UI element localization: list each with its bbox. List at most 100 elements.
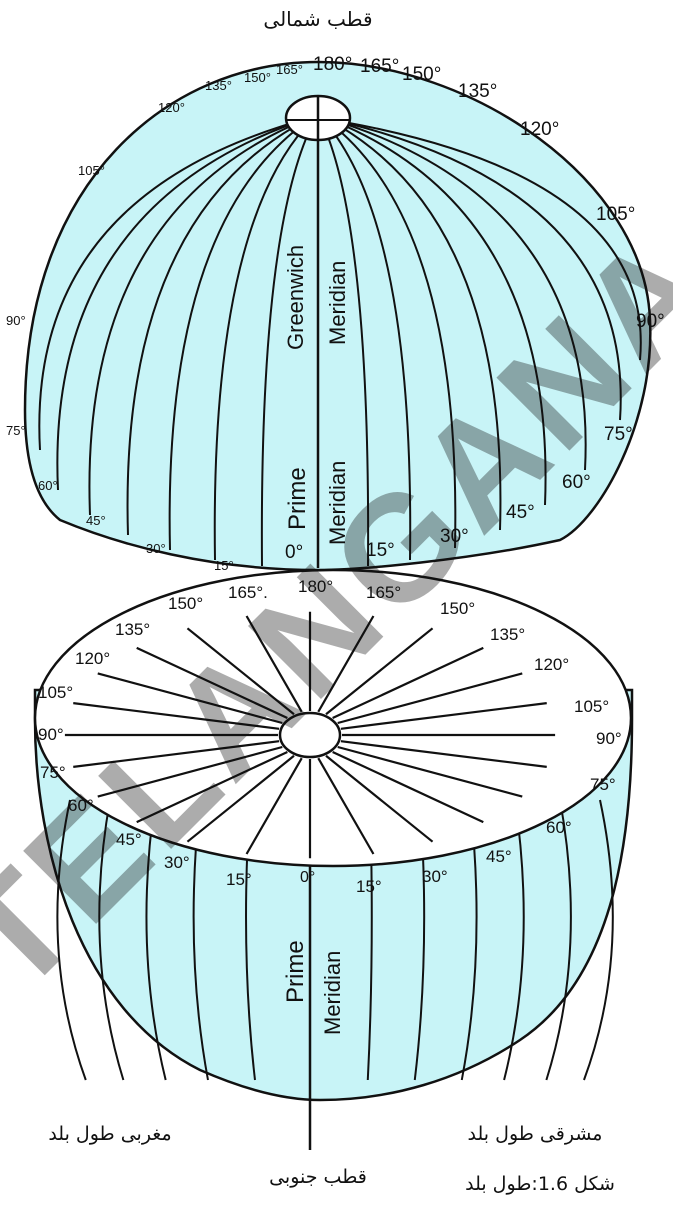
upper-left-45: 45° [86, 513, 106, 528]
upper-right-180: 180° [313, 54, 352, 75]
disc-left-15: 15° [226, 870, 252, 889]
south-pole-caption: قطب جنوبی [269, 1166, 367, 1188]
disc-left-45: 45° [116, 830, 142, 849]
upper-meridian-line [332, 121, 502, 531]
upper-right-105: 105° [596, 204, 635, 225]
south-pole-ring [278, 711, 342, 759]
lower-degree-labels: 165°. 150° 135° 120° 105° 90° 75° 60° 45… [38, 577, 622, 896]
disc-right-30: 30° [422, 867, 448, 886]
disc-spoke-line [245, 615, 303, 713]
upper-meridian-line [321, 121, 370, 567]
disc-spoke-line [317, 615, 375, 713]
disc-right-150: 150° [440, 599, 475, 618]
upper-left-120: 120° [158, 100, 185, 115]
disc-spoke-line [186, 754, 295, 843]
upper-right-135: 135° [458, 81, 497, 102]
disc-right-90: 90° [596, 729, 622, 748]
disc-right-75: 75° [590, 775, 616, 794]
disc-right-180: 180° [298, 577, 333, 596]
disc-left-60: 60° [68, 796, 94, 815]
lower-meridian-line [583, 799, 614, 1081]
disc-right-45: 45° [486, 847, 512, 866]
upper-meridian-line [126, 121, 304, 536]
upper-right-15: 15° [366, 540, 395, 561]
lower-meridian-line [145, 799, 167, 1081]
upper-meridian-lines [38, 121, 642, 567]
disc-left-105: 105° [38, 683, 73, 702]
upper-meridian-line [88, 121, 301, 516]
lower-prime-label: Prime [282, 940, 309, 1003]
disc-spoke-line [97, 672, 283, 725]
disc-spoke-line [337, 745, 523, 798]
disc-spoke-line [337, 672, 523, 725]
upper-meridian-line [343, 121, 642, 361]
lower-meridian-line [545, 799, 572, 1081]
disc-right-60: 60° [546, 818, 572, 837]
upper-left-135: 135° [205, 78, 232, 93]
upper-right-120: 120° [520, 119, 559, 140]
disc-right-135: 135° [490, 625, 525, 644]
disc-spoke-line [340, 702, 547, 730]
upper-right-45: 45° [506, 502, 535, 523]
upper-zero-label: 0° [285, 542, 303, 563]
upper-right-75: 75° [604, 424, 633, 445]
upper-meridian-line [260, 121, 315, 567]
lower-meridian-line [98, 799, 125, 1081]
disc-spoke-line [97, 745, 283, 798]
disc-right-15: 15° [356, 877, 382, 896]
upper-degree-labels: 135° 150° 165° 120° 105° 90° 75° 60° 45°… [6, 54, 665, 573]
upper-meridian-line [213, 121, 311, 561]
greenwich-meridian-label: Meridian [325, 261, 350, 345]
upper-right-60: 60° [562, 472, 591, 493]
disc-left-165: 165°. [228, 583, 268, 602]
disc-spoke-line [136, 646, 288, 720]
upper-left-150: 150° [244, 70, 271, 85]
upper-left-30: 30° [146, 541, 166, 556]
disc-left-135: 135° [115, 620, 150, 639]
upper-left-60: 60° [38, 478, 58, 493]
disc-spoke-line [317, 757, 375, 855]
disc-right-120: 120° [534, 655, 569, 674]
upper-hemisphere-shape [23, 60, 652, 572]
disc-spoke-line [325, 627, 434, 716]
west-longitude-label: مغربی طول بلد [48, 1123, 171, 1145]
disc-spoke-line [186, 627, 295, 716]
upper-meridian-line [56, 121, 298, 491]
upper-meridian-line [168, 121, 307, 551]
upper-left-105: 105° [78, 163, 105, 178]
figure-caption: شکل 1.6:طول بلد [465, 1173, 615, 1195]
upper-meridian-line [328, 121, 457, 549]
disc-left-30: 30° [164, 853, 190, 872]
disc-right-165: 165° [366, 583, 401, 602]
upper-left-75: 75° [6, 423, 26, 438]
lower-zero-label: 0° [300, 869, 315, 886]
disc-left-90: 90° [38, 725, 64, 744]
disc-spoke-line [332, 750, 484, 824]
east-longitude-label: مشرقی طول بلد [468, 1123, 603, 1145]
disc-spoke-line [325, 754, 434, 843]
upper-right-165: 165° [360, 56, 399, 77]
disc-left-120: 120° [75, 649, 110, 668]
upper-hemisphere [23, 60, 652, 572]
disc-left-150: 150° [168, 594, 203, 613]
disc-left-75: 75° [40, 763, 66, 782]
upper-right-150: 150° [402, 64, 441, 85]
lower-prime-meridian-label: Meridian [320, 951, 345, 1035]
upper-prime-meridian-label: Meridian [325, 461, 350, 545]
upper-right-90: 90° [636, 311, 665, 332]
upper-meridian-line [335, 121, 547, 506]
upper-right-30: 30° [440, 526, 469, 547]
upper-left-15: 15° [214, 558, 234, 573]
lower-hemisphere [33, 568, 634, 1150]
upper-meridian-line [324, 121, 412, 561]
upper-left-165: 165° [276, 62, 303, 77]
disc-spoke-line [136, 750, 288, 824]
greenwich-label: Greenwich [283, 245, 308, 350]
upper-prime-label: Prime [284, 467, 311, 530]
disc-spoke-line [73, 740, 280, 768]
disc-spoke-line [245, 757, 303, 855]
lower-meridian-line [56, 799, 87, 1081]
upper-left-90: 90° [6, 313, 26, 328]
disc-spoke-line [73, 702, 280, 730]
